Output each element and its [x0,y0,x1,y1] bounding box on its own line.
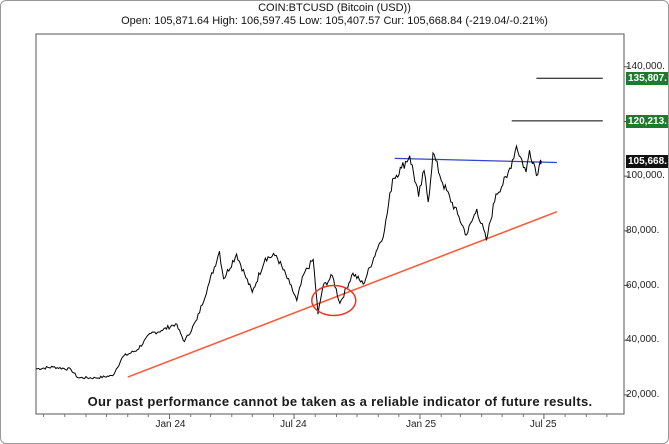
price-badge: 105,668. [626,154,668,168]
x-tick-label: Jan 24 [155,419,186,430]
resistance-line [394,157,557,164]
y-tick-label: 100,000. [626,170,665,182]
y-tick-label: 60,000. [626,279,660,291]
x-tick-label: Jul 24 [280,419,307,430]
price-series-line [35,144,542,380]
x-tick-label: Jan 25 [406,419,437,430]
price-badge: 120,213. [626,114,668,128]
x-tick-label: Jul 25 [529,419,557,430]
support-trendline [127,210,558,378]
chart-symbol: COIN:BTCUSD (Bitcoin (USD)) [258,2,411,14]
annotation-ellipse [311,284,357,317]
disclaimer: Our past performance cannot be taken as … [87,394,593,409]
chart-quote: Open: 105,871.64 High: 106,597.45 Low: 1… [121,15,548,27]
y-tick-label: 40,000. [626,334,660,346]
price-badge: 135,807. [626,72,668,86]
plot-area [35,33,625,415]
y-tick-label: 140,000. [626,60,665,72]
y-tick-label: 20,000. [626,388,660,400]
y-tick-label: 80,000. [626,224,660,236]
